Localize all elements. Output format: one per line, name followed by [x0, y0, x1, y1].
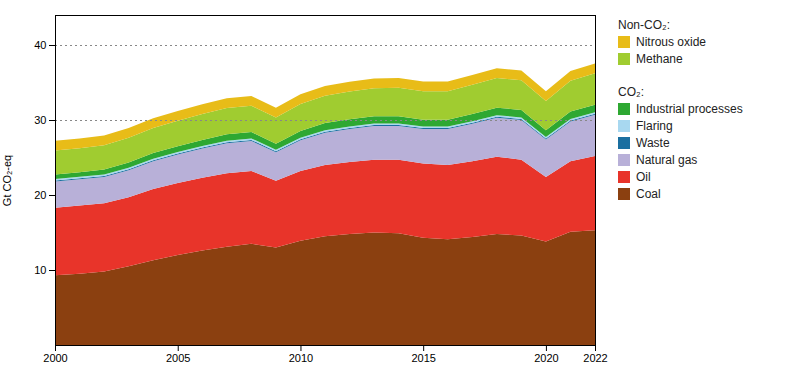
html-text:Waste: Waste — [636, 136, 670, 150]
svg-text:2005: 2005 — [166, 352, 190, 364]
html-text:Natural gas: Natural gas — [636, 153, 698, 167]
svg-text:2022: 2022 — [583, 352, 607, 364]
svg-text:10: 10 — [34, 264, 46, 276]
svg-text:20: 20 — [34, 189, 46, 201]
html-text:Oil: Oil — [636, 170, 651, 184]
html-text:Coal: Coal — [636, 187, 661, 201]
svg-text:2010: 2010 — [289, 352, 313, 364]
svg-text:30: 30 — [34, 114, 46, 126]
svg-text:2020: 2020 — [534, 352, 558, 364]
svg-text:40: 40 — [34, 39, 46, 51]
html-text:CO₂:: CO₂: — [618, 85, 644, 99]
html-text:Methane: Methane — [636, 52, 683, 66]
svg-text:2015: 2015 — [411, 352, 435, 364]
svg-text:2000: 2000 — [43, 352, 67, 364]
html-text:Nitrous oxide: Nitrous oxide — [636, 35, 706, 49]
html-text:Non-CO₂:: Non-CO₂: — [618, 18, 670, 32]
html-text:Industrial processes: Industrial processes — [636, 102, 743, 116]
html-text:Flaring: Flaring — [636, 119, 673, 133]
svg-text:Gt CO₂-eq: Gt CO₂-eq — [1, 155, 13, 206]
